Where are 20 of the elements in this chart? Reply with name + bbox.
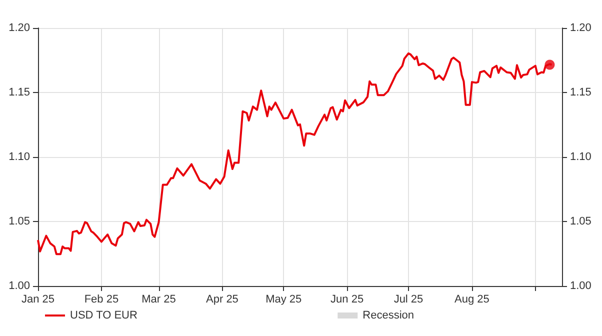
y2-tick-label: 1.10 xyxy=(570,151,592,163)
y2-tick-label: 1.00 xyxy=(570,280,592,292)
legend-label: USD TO EUR xyxy=(70,310,138,322)
y2-tick-label: 1.20 xyxy=(570,22,592,34)
y2-tick-label: 1.15 xyxy=(570,86,592,98)
x-tick-label: Jul 25 xyxy=(394,294,424,306)
x-tick-label: Feb 25 xyxy=(84,294,119,306)
x-tick-label: Apr 25 xyxy=(206,294,238,306)
y-tick-label: 1.15 xyxy=(8,86,30,98)
x-tick-label: Jun 25 xyxy=(330,294,364,306)
x-tick-label: Jan 25 xyxy=(21,294,55,306)
y-tick-label: 1.10 xyxy=(8,151,30,163)
x-tick-label: Aug 25 xyxy=(454,294,490,306)
x-tick-label: May 25 xyxy=(266,294,302,306)
legend-label: Recession xyxy=(362,310,414,322)
y-tick-label: 1.00 xyxy=(8,280,30,292)
y-tick-label: 1.05 xyxy=(8,216,30,228)
y-tick-label: 1.20 xyxy=(8,22,30,34)
y2-tick-label: 1.05 xyxy=(570,216,592,228)
x-tick-label: Mar 25 xyxy=(142,294,176,306)
